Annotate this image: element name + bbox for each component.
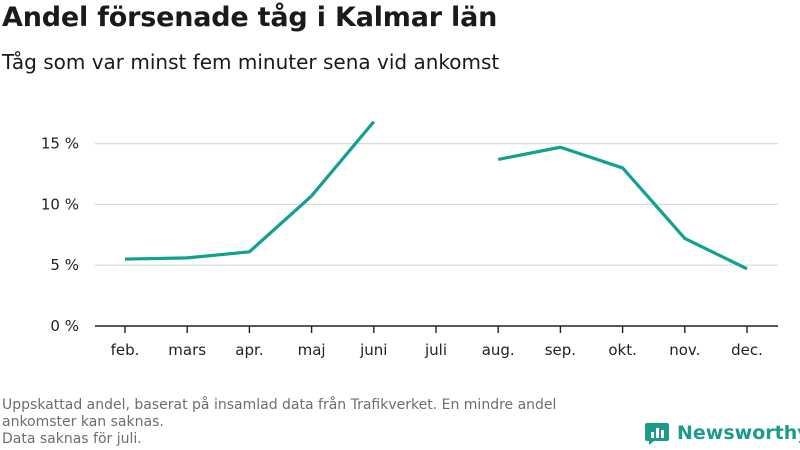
x-tick-label: sep. bbox=[545, 341, 576, 359]
y-tick-label: 15 % bbox=[41, 135, 79, 153]
x-tick-label: juli bbox=[424, 341, 447, 359]
x-tick-label: juni bbox=[359, 341, 387, 359]
x-tick-label: dec. bbox=[731, 341, 763, 359]
line-chart: feb. mars apr. maj juni juli aug. sep. okt. nov. d… bbox=[41, 120, 778, 359]
logo-text: Newsworthy bbox=[677, 422, 800, 444]
chart-subtitle: Tåg som var minst fem minuter sena vid a… bbox=[2, 50, 500, 74]
footnote-line-1: Uppskattad andel, baserat på insamlad da… bbox=[2, 397, 557, 430]
y-axis: 0 % 5 % 10 % 15 % bbox=[41, 135, 79, 335]
newsworthy-logo: Newsworthy bbox=[645, 420, 800, 446]
footnote-line-2: Data saknas för juli. bbox=[2, 431, 142, 447]
x-tick-label: maj bbox=[298, 341, 326, 359]
x-tick-label: feb. bbox=[111, 341, 140, 359]
series-line bbox=[124, 120, 376, 261]
x-tick-label: aug. bbox=[482, 341, 515, 359]
chart-title: Andel försenade tåg i Kalmar län bbox=[2, 2, 498, 33]
y-tick-label: 10 % bbox=[41, 195, 79, 213]
gridlines bbox=[95, 143, 778, 266]
x-tick-label: nov. bbox=[669, 341, 700, 359]
x-tick-label: okt. bbox=[608, 341, 637, 359]
series-layer bbox=[124, 120, 748, 271]
x-axis: feb. mars apr. maj juni juli aug. sep. okt. nov. d… bbox=[95, 325, 778, 359]
y-tick-label: 5 % bbox=[50, 256, 79, 274]
x-tick-label: apr. bbox=[235, 341, 263, 359]
series-line bbox=[497, 145, 748, 271]
x-tick-label: mars bbox=[168, 341, 206, 359]
y-tick-label: 0 % bbox=[50, 317, 79, 335]
footnote: Uppskattad andel, baserat på insamlad da… bbox=[2, 397, 632, 448]
bar-chart-logo-icon bbox=[645, 423, 669, 445]
